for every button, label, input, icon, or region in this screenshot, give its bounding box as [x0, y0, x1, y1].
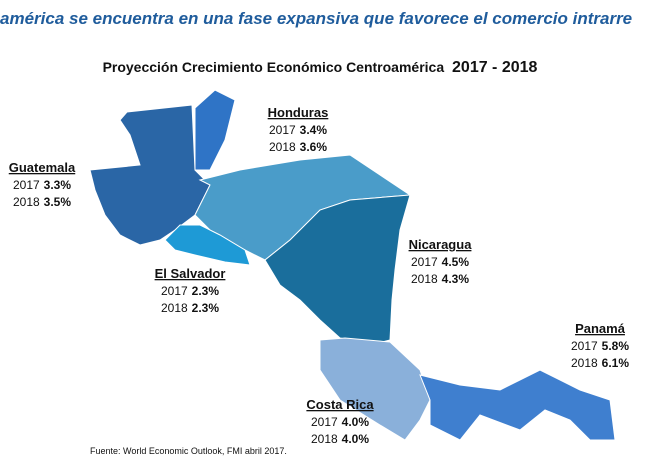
growth-row: 2018 6.1% — [571, 356, 629, 370]
growth-value: 3.5% — [44, 195, 72, 209]
year: 2017 — [161, 284, 188, 298]
growth-value: 3.4% — [300, 123, 328, 137]
growth-row: 2017 5.8% — [571, 339, 629, 353]
subtitle-text: Proyección Crecimiento Económico Centroa… — [103, 59, 445, 75]
nicaragua-shape — [264, 194, 411, 346]
growth-row: 2018 3.5% — [13, 195, 71, 209]
year: 2018 — [161, 301, 188, 315]
growth-value: 3.6% — [300, 140, 328, 154]
map — [89, 89, 616, 441]
guatemala-shape — [89, 104, 211, 246]
growth-row: 2017 4.0% — [311, 415, 369, 429]
growth-row: 2017 3.3% — [13, 178, 71, 192]
year: 2018 — [269, 140, 296, 154]
year: 2018 — [13, 195, 40, 209]
panama-shape — [419, 369, 616, 441]
country-name: Panamá — [575, 321, 626, 336]
country-name: El Salvador — [155, 266, 226, 281]
growth-row: 2017 4.5% — [411, 255, 469, 269]
country-name: Costa Rica — [306, 397, 374, 412]
el-salvador-shape — [164, 224, 251, 266]
subtitle: Proyección Crecimiento Económico Centroa… — [103, 59, 538, 76]
year: 2017 — [311, 415, 338, 429]
growth-value: 2.3% — [192, 301, 220, 315]
country-name: Guatemala — [9, 160, 76, 175]
belize-shape — [194, 89, 236, 171]
country-name: Nicaragua — [409, 237, 473, 252]
year: 2017 — [269, 123, 296, 137]
growth-row: 2018 4.3% — [411, 272, 469, 286]
country-labels: Honduras 2017 3.4% 2018 3.6% Guatemala 2017 3.3… — [9, 105, 630, 446]
growth-value: 5.8% — [602, 339, 630, 353]
year: 2018 — [411, 272, 438, 286]
year: 2018 — [571, 356, 598, 370]
growth-value: 3.3% — [44, 178, 72, 192]
year: 2017 — [411, 255, 438, 269]
growth-value: 2.3% — [192, 284, 220, 298]
source: Fuente: World Economic Outlook, FMI abri… — [90, 446, 287, 456]
growth-row: 2017 2.3% — [161, 284, 219, 298]
growth-value: 4.5% — [442, 255, 470, 269]
growth-value: 6.1% — [602, 356, 630, 370]
growth-value: 4.0% — [342, 415, 370, 429]
growth-value: 4.3% — [442, 272, 470, 286]
costa-rica-shape — [319, 337, 431, 441]
country-name: Honduras — [268, 105, 329, 120]
year: 2017 — [13, 178, 40, 192]
year: 2018 — [311, 432, 338, 446]
growth-row: 2018 3.6% — [269, 140, 327, 154]
year: 2017 — [571, 339, 598, 353]
growth-value: 4.0% — [342, 432, 370, 446]
growth-row: 2018 4.0% — [311, 432, 369, 446]
subtitle-years: 2017 - 2018 — [452, 59, 538, 76]
header-title: américa se encuentra en una fase expansi… — [0, 9, 632, 28]
growth-row: 2017 3.4% — [269, 123, 327, 137]
growth-row: 2018 2.3% — [161, 301, 219, 315]
